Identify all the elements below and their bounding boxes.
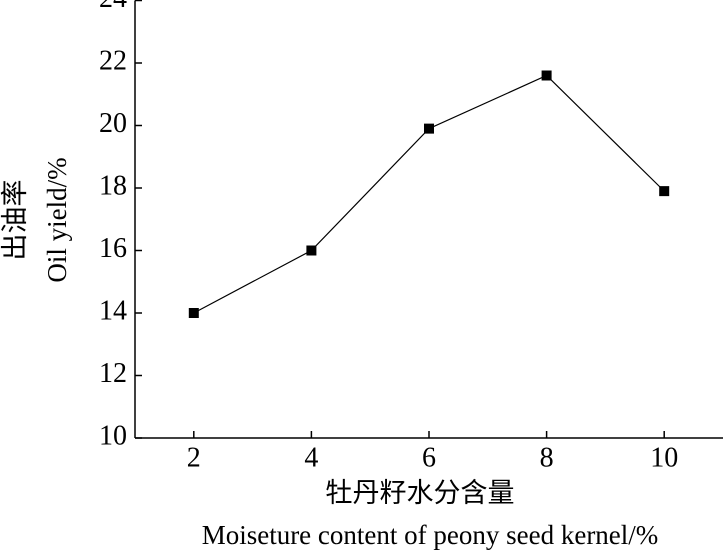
x-tick-label: 10 bbox=[650, 442, 678, 473]
x-tick-label: 4 bbox=[304, 442, 318, 473]
y-label-cn: 出油率 bbox=[0, 180, 30, 261]
y-tick-label: 18 bbox=[99, 170, 127, 201]
data-point bbox=[659, 186, 670, 197]
y-tick-label: 16 bbox=[99, 233, 127, 264]
data-point bbox=[541, 70, 552, 81]
x-label-en: Moiseture content of peony seed kernel/% bbox=[202, 520, 659, 550]
x-tick-label: 8 bbox=[540, 442, 554, 473]
y-tick-label: 24 bbox=[99, 0, 127, 14]
y-label-en: Oil yield/% bbox=[42, 157, 72, 282]
series-line bbox=[193, 74, 665, 314]
y-tick-label: 12 bbox=[99, 358, 127, 389]
x-label-cn: 牡丹籽水分含量 bbox=[326, 478, 515, 508]
data-point bbox=[306, 245, 317, 256]
x-tick-label: 2 bbox=[187, 442, 201, 473]
y-tick-label: 10 bbox=[99, 420, 127, 451]
y-tick-label: 20 bbox=[99, 108, 127, 139]
x-tick-label: 6 bbox=[422, 442, 436, 473]
y-tick-label: 14 bbox=[99, 295, 127, 326]
data-point bbox=[188, 308, 199, 318]
data-point bbox=[424, 123, 434, 134]
y-tick-label: 22 bbox=[99, 45, 127, 76]
